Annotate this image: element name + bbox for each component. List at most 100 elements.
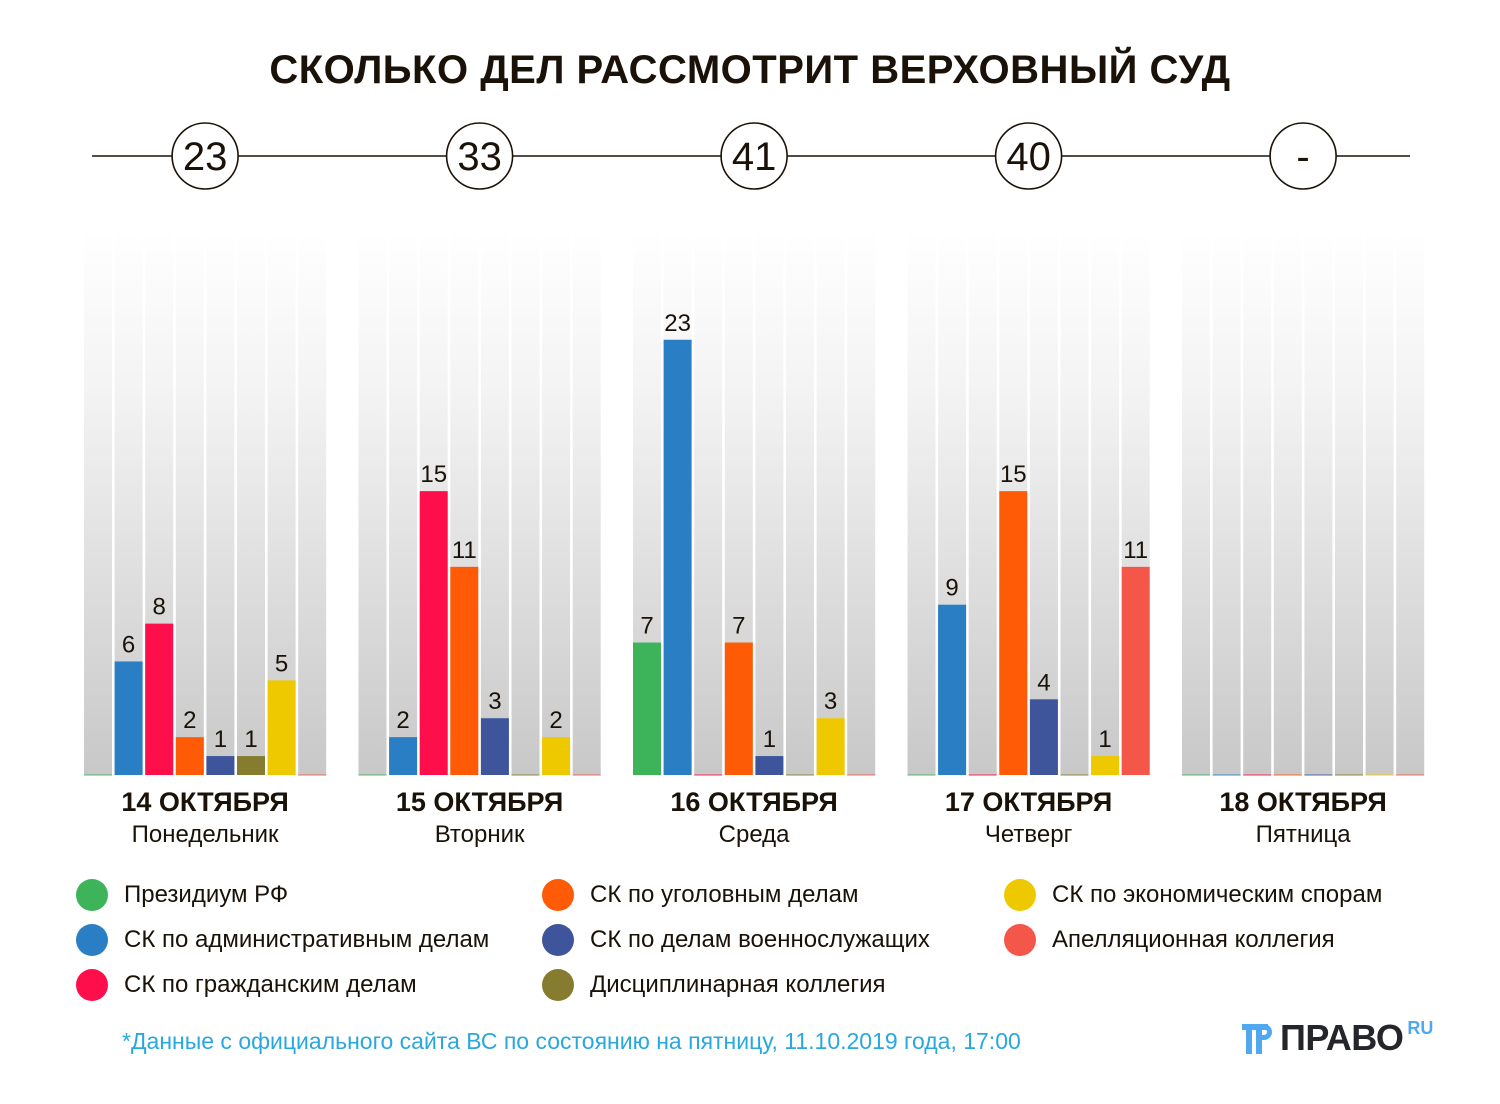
background-column	[694, 230, 723, 775]
pravo-logo-icon	[1242, 1024, 1272, 1054]
background-column	[389, 230, 418, 775]
background-column	[237, 230, 265, 775]
bar	[267, 680, 296, 775]
value-label: 11	[1123, 537, 1148, 564]
bar	[206, 756, 235, 775]
bar	[298, 774, 327, 776]
chart-title: СКОЛЬКО ДЕЛ РАССМОТРИТ ВЕРХОВНЫЙ СУД	[269, 48, 1231, 92]
bar	[694, 774, 723, 776]
bar	[847, 774, 876, 776]
background-column	[572, 230, 601, 775]
bar	[511, 774, 540, 776]
bar	[1182, 774, 1210, 776]
bar	[938, 604, 967, 775]
value-label: 15	[1000, 461, 1027, 488]
background-column	[755, 230, 784, 775]
bar	[755, 756, 784, 775]
total-circle	[720, 122, 788, 190]
value-label: 3	[824, 688, 837, 715]
total-circle	[1269, 122, 1337, 190]
background-column	[84, 230, 112, 775]
value-label: 2	[183, 707, 196, 734]
day-date-label: 18 ОКТЯБРЯ	[1219, 787, 1386, 817]
bar	[1243, 774, 1272, 776]
value-label: 4	[1037, 669, 1050, 696]
bar	[175, 737, 204, 775]
total-label: 33	[457, 135, 502, 179]
total-label: 41	[732, 135, 777, 179]
value-label: 11	[452, 537, 477, 564]
value-label: 2	[549, 707, 562, 734]
day-date-label: 14 ОКТЯБРЯ	[121, 787, 288, 817]
bar	[633, 642, 661, 775]
bar	[999, 491, 1028, 775]
background-column	[1335, 230, 1363, 775]
background-column	[816, 230, 845, 775]
bar	[358, 774, 387, 776]
total-circle	[445, 122, 514, 190]
background-column	[1212, 230, 1241, 775]
bar	[389, 737, 418, 775]
bar	[542, 737, 571, 775]
bar	[84, 774, 112, 776]
bar	[419, 491, 448, 775]
bar	[816, 718, 845, 775]
value-label: 1	[214, 726, 227, 753]
background-column	[358, 230, 387, 775]
value-label: 15	[420, 461, 447, 488]
value-label: 3	[488, 688, 501, 715]
weekday-label: Четверг	[985, 821, 1073, 848]
background-column	[511, 230, 540, 775]
bar	[1335, 774, 1363, 776]
bars	[84, 339, 1425, 776]
background-column	[298, 230, 327, 775]
weekday-label: Среда	[719, 821, 791, 848]
total-label: 23	[183, 135, 228, 179]
background-column	[206, 230, 235, 775]
value-label: 2	[396, 707, 409, 734]
bar	[786, 774, 814, 776]
bar	[968, 774, 997, 776]
bar	[1365, 774, 1394, 776]
total-label: 40	[1006, 135, 1051, 179]
bar	[1273, 774, 1302, 776]
weekday-label: Понедельник	[132, 821, 279, 848]
bar	[572, 774, 601, 776]
background-column	[542, 230, 571, 775]
background-column	[1182, 230, 1210, 775]
bar	[1091, 756, 1120, 775]
weekday-label: Вторник	[435, 821, 525, 848]
value-label: 23	[664, 310, 691, 337]
bar	[237, 756, 265, 775]
background-column	[1304, 230, 1333, 775]
background-column	[1029, 230, 1058, 775]
bar	[1212, 774, 1241, 776]
background-column	[175, 230, 204, 775]
background-column	[847, 230, 876, 775]
pravo-ru-logo: ПРАВО RU	[1242, 1018, 1433, 1058]
value-label: 7	[732, 613, 745, 640]
value-label: 1	[763, 726, 776, 753]
day-date-label: 15 ОКТЯБРЯ	[396, 787, 563, 817]
background-column	[786, 230, 814, 775]
day-labels: 14 ОКТЯБРЯ Понедельник 15 ОКТЯБРЯ Вторник 16…	[121, 787, 1386, 848]
bar	[1304, 774, 1333, 776]
background-column	[968, 230, 997, 775]
background-column	[1091, 230, 1120, 775]
logo-text: ПРАВО	[1280, 1017, 1404, 1058]
value-label: 1	[244, 726, 257, 753]
value-label: 6	[122, 631, 135, 658]
total-circle	[994, 122, 1063, 190]
background-column	[1243, 230, 1272, 775]
value-label: 8	[153, 594, 166, 621]
footnote: *Данные с официального сайта ВС по состо…	[122, 1028, 1021, 1054]
weekday-label: Пятница	[1256, 821, 1352, 848]
bar	[724, 642, 753, 775]
bar	[480, 718, 509, 775]
bar	[1060, 774, 1089, 776]
bar	[114, 661, 143, 775]
background-column	[480, 230, 509, 775]
value-label: 5	[275, 650, 288, 677]
